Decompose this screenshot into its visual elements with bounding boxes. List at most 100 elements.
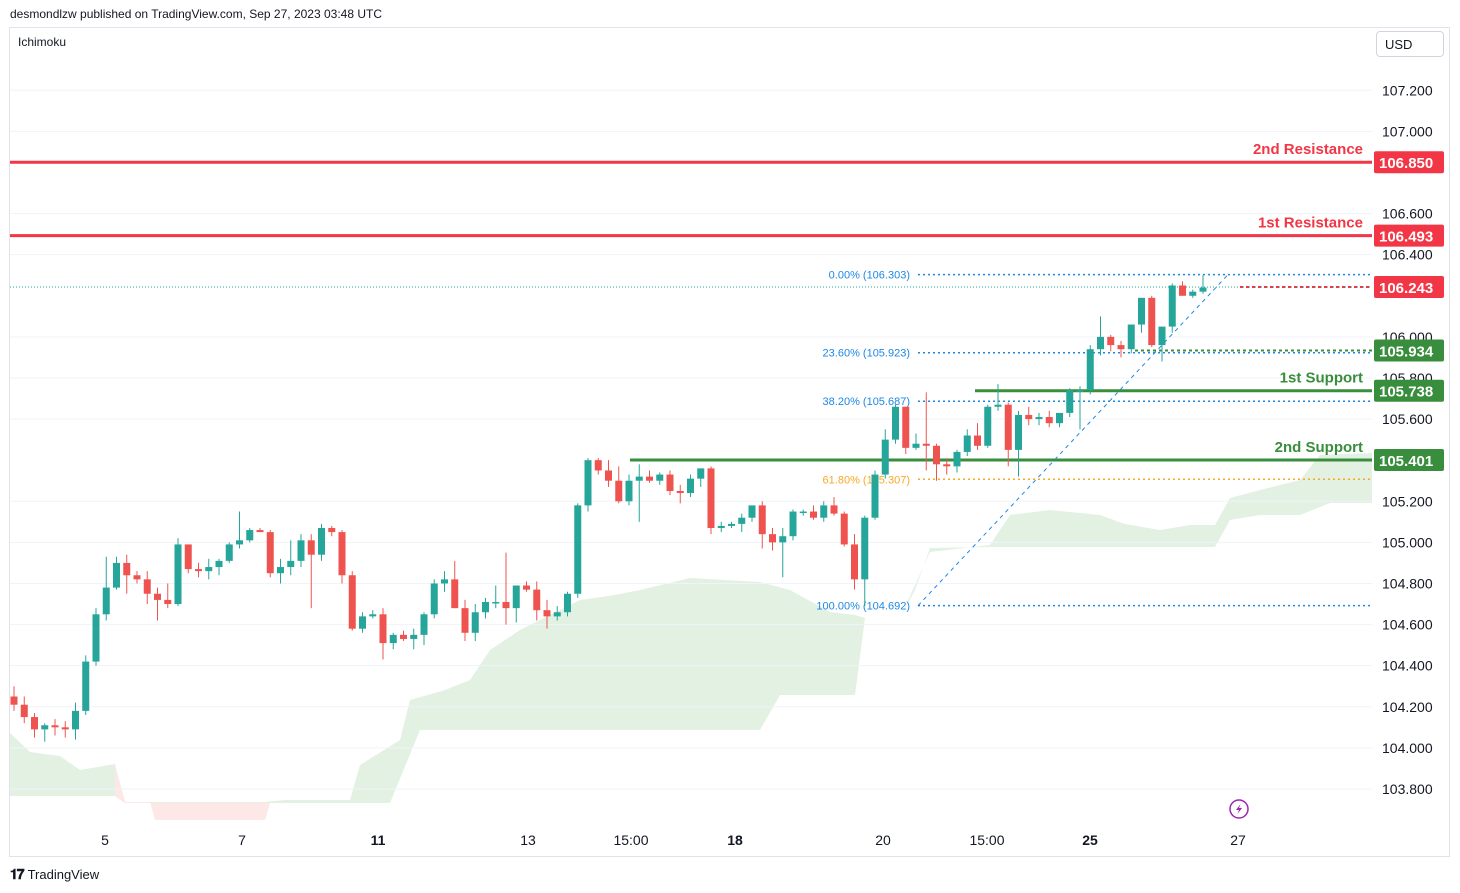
candle-body[interactable] [953, 451, 961, 467]
candle-body[interactable] [502, 601, 510, 609]
candle-body[interactable] [984, 406, 992, 446]
candle-body[interactable] [31, 717, 38, 730]
candle-body[interactable] [1004, 404, 1012, 450]
candle-body[interactable] [92, 614, 100, 662]
candle-body[interactable] [328, 527, 336, 533]
candle-body[interactable] [266, 532, 274, 574]
candle-body[interactable] [400, 634, 407, 639]
candle-body[interactable] [359, 616, 366, 629]
candle-body[interactable] [1158, 326, 1166, 346]
candle-body[interactable] [1066, 390, 1074, 413]
candle-body[interactable] [1025, 414, 1033, 420]
candle-body[interactable] [318, 527, 325, 555]
candle-body[interactable] [1127, 324, 1135, 350]
candle-body[interactable] [738, 517, 746, 524]
candle-body[interactable] [369, 614, 377, 617]
candle-body[interactable] [912, 443, 920, 448]
candle-body[interactable] [1138, 297, 1145, 325]
candle-body[interactable] [1097, 336, 1104, 350]
candle-body[interactable] [10, 696, 18, 705]
candle-body[interactable] [123, 562, 131, 576]
candle-body[interactable] [461, 608, 469, 633]
candle-body[interactable] [933, 445, 940, 465]
candle-body[interactable] [666, 474, 674, 491]
candle-body[interactable] [748, 505, 756, 518]
candle-body[interactable] [974, 435, 981, 446]
candle-body[interactable] [963, 435, 971, 452]
candle-body[interactable] [482, 601, 489, 613]
candle-body[interactable] [810, 511, 817, 518]
candle-body[interactable] [820, 505, 828, 518]
candle-body[interactable] [256, 530, 264, 533]
candle-body[interactable] [594, 460, 602, 471]
candle-body[interactable] [789, 511, 797, 537]
candle-body[interactable] [615, 480, 623, 502]
candle-body[interactable] [728, 523, 735, 526]
candle-body[interactable] [154, 593, 161, 600]
candle-body[interactable] [922, 443, 930, 446]
candle-body[interactable] [338, 532, 346, 576]
candle-body[interactable] [174, 544, 182, 605]
currency-selector[interactable]: USD [1376, 31, 1444, 57]
candle-body[interactable] [441, 579, 448, 584]
candle-body[interactable] [102, 587, 110, 615]
fib-trend-line[interactable] [917, 274, 1229, 607]
candle-body[interactable] [1168, 285, 1176, 327]
candle-body[interactable] [892, 406, 899, 440]
candle-body[interactable] [348, 575, 356, 629]
candle-body[interactable] [564, 593, 571, 613]
candle-body[interactable] [236, 540, 243, 545]
candle-body[interactable] [113, 562, 120, 588]
candle-body[interactable] [184, 544, 192, 570]
candle-body[interactable] [523, 585, 530, 590]
candle-body[interactable] [82, 661, 90, 711]
candle-body[interactable] [830, 505, 838, 514]
indicator-label[interactable]: Ichimoku [18, 35, 67, 49]
candle-body[interactable] [533, 589, 541, 611]
candle-body[interactable] [994, 404, 1002, 407]
candle-body[interactable] [420, 614, 428, 635]
candle-body[interactable] [430, 583, 438, 615]
candle-body[interactable] [225, 544, 233, 561]
candle-body[interactable] [1045, 417, 1053, 424]
candle-body[interactable] [1035, 417, 1043, 420]
candle-body[interactable] [1015, 414, 1022, 450]
candle-body[interactable] [902, 406, 910, 448]
candle-body[interactable] [543, 610, 551, 617]
flash-icon[interactable] [1229, 799, 1249, 819]
candle-body[interactable] [379, 614, 387, 644]
candle-body[interactable] [389, 634, 397, 644]
candle-body[interactable] [1056, 412, 1063, 424]
candle-body[interactable] [410, 634, 418, 639]
candle-body[interactable] [769, 534, 776, 543]
candle-body[interactable] [512, 585, 520, 609]
candle-body[interactable] [1086, 349, 1094, 391]
candle-body[interactable] [646, 476, 653, 481]
candle-body[interactable] [1107, 336, 1115, 346]
candle-body[interactable] [553, 612, 561, 617]
candle-body[interactable] [635, 476, 643, 481]
candle-body[interactable] [758, 505, 766, 535]
candle-body[interactable] [717, 525, 725, 528]
candle-body[interactable] [697, 468, 705, 479]
candle-body[interactable] [1189, 291, 1197, 296]
candle-body[interactable] [41, 725, 49, 730]
candle-body[interactable] [133, 575, 141, 580]
candle-body[interactable] [1199, 287, 1207, 292]
candle-body[interactable] [195, 569, 202, 572]
candle-body[interactable] [307, 540, 315, 555]
time-axis[interactable]: 5 7 11 13 15:00 18 20 15:00 25 27 [101, 832, 1246, 848]
candle-body[interactable] [72, 710, 79, 730]
candle-body[interactable] [1179, 285, 1186, 296]
candle-body[interactable] [143, 579, 151, 594]
candle-body[interactable] [861, 517, 869, 580]
price-axis[interactable]: 107.200107.000106.600106.400106.000105.8… [1382, 82, 1433, 797]
candle-body[interactable] [297, 540, 305, 561]
candle-body[interactable] [1076, 390, 1084, 392]
candle-body[interactable] [61, 727, 69, 730]
candle-body[interactable] [851, 544, 858, 580]
candle-body[interactable] [451, 579, 459, 609]
candle-body[interactable] [840, 513, 848, 545]
candle-body[interactable] [471, 612, 479, 633]
